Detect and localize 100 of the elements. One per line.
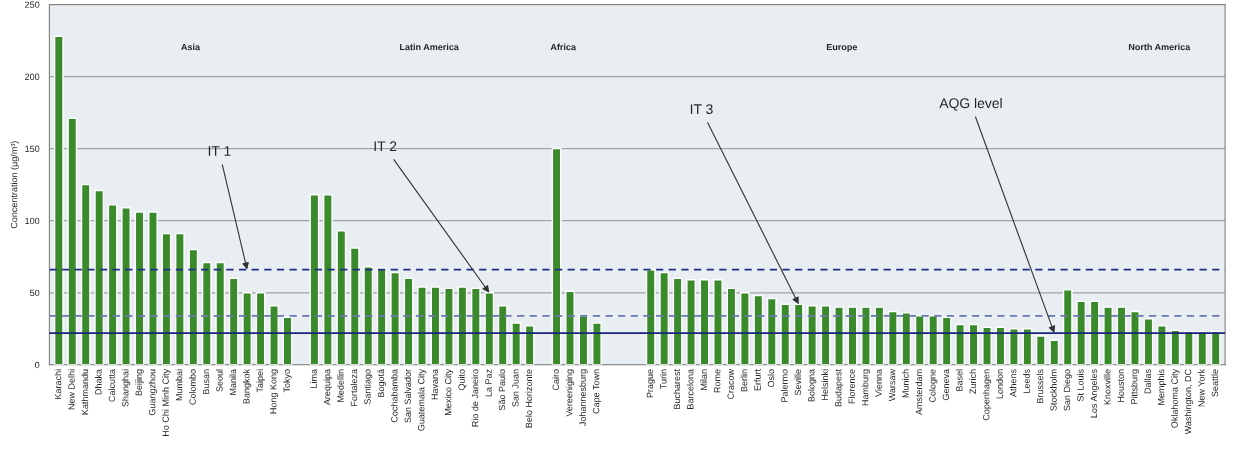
x-tick-label: Karachi bbox=[54, 369, 62, 399]
annotation: Africa bbox=[550, 43, 577, 51]
x-tick-label: Copenhagen bbox=[982, 369, 992, 421]
bar bbox=[511, 322, 522, 365]
x-tick-label: Geneva bbox=[942, 368, 950, 401]
annotation: Europe bbox=[826, 43, 858, 52]
bar bbox=[497, 305, 508, 365]
bar bbox=[1076, 300, 1087, 365]
annotation: IT 3 bbox=[690, 104, 713, 115]
x-tick-label: Houston bbox=[1117, 369, 1124, 402]
x-tick-label: Berlin bbox=[740, 369, 748, 392]
bar bbox=[67, 117, 78, 365]
bar bbox=[834, 306, 844, 365]
x-tick-label: Milan bbox=[700, 369, 707, 390]
x-tick-label: Bogotá bbox=[377, 368, 386, 397]
bar bbox=[148, 211, 158, 365]
bar bbox=[1049, 339, 1060, 365]
x-tick-label: Turin bbox=[659, 369, 667, 389]
bar bbox=[1157, 325, 1167, 365]
x-tick-label: Hong Kong bbox=[270, 369, 279, 414]
x-tick-label: Barcelona bbox=[686, 368, 694, 409]
annotation: IT 1 bbox=[208, 146, 231, 156]
x-tick-label: San Juan bbox=[512, 369, 519, 407]
x-tick-label: Santiago bbox=[364, 369, 373, 405]
bar bbox=[1183, 330, 1194, 365]
y-tick-label: 150 bbox=[25, 145, 40, 153]
bar bbox=[390, 271, 400, 365]
bar bbox=[941, 316, 952, 365]
x-tick-label: Cairo bbox=[552, 369, 559, 391]
x-tick-label: São Paulo bbox=[498, 369, 506, 411]
bar bbox=[1103, 306, 1113, 365]
x-tick-label: Vereeniging bbox=[565, 369, 575, 417]
bar bbox=[565, 290, 575, 365]
bar bbox=[470, 287, 481, 365]
bar bbox=[322, 194, 333, 365]
bar bbox=[121, 207, 131, 365]
bar bbox=[901, 312, 912, 365]
x-tick-label: Cologne bbox=[929, 369, 938, 403]
bar bbox=[175, 232, 185, 365]
bar bbox=[349, 247, 360, 365]
x-tick-label: Seattle bbox=[1211, 369, 1219, 397]
x-tick-label: Basel bbox=[955, 369, 963, 391]
x-tick-label: St Louis bbox=[1076, 369, 1084, 402]
y-tick-label: 250 bbox=[25, 1, 40, 8]
x-tick-label: Rio de Janeiro bbox=[471, 369, 479, 427]
x-tick-label: Dhaka bbox=[94, 368, 102, 395]
x-tick-label: Arequipa bbox=[323, 368, 333, 406]
y-axis-title: Concentration (µg/m³) bbox=[10, 141, 20, 229]
x-tick-label: Guatemala City bbox=[417, 368, 427, 431]
bar bbox=[914, 315, 925, 365]
bar bbox=[753, 294, 764, 365]
x-tick-label: Athens bbox=[1009, 369, 1017, 398]
bar bbox=[309, 194, 320, 365]
bar bbox=[740, 292, 750, 365]
x-tick-label: Cape Town bbox=[592, 369, 602, 414]
y-tick-label: 0 bbox=[35, 361, 40, 369]
annotation: Asia bbox=[181, 43, 201, 51]
y-tick-label: 200 bbox=[25, 73, 40, 80]
bar bbox=[1197, 330, 1208, 365]
x-tick-label: Erfurt bbox=[754, 369, 761, 391]
x-tick-label: Quito bbox=[458, 369, 467, 391]
bar bbox=[1035, 335, 1046, 365]
x-tick-label: Bucharest bbox=[673, 369, 681, 409]
x-tick-label: Seoul bbox=[216, 369, 223, 392]
x-tick-label: Johannesburg bbox=[579, 369, 588, 427]
bar bbox=[659, 271, 670, 365]
x-tick-label: Oklahoma City bbox=[1171, 368, 1180, 428]
x-tick-label: Tokyo bbox=[283, 369, 292, 393]
bar bbox=[928, 315, 939, 365]
x-tick-label: Colombo bbox=[189, 369, 196, 405]
x-tick-label: Knoxville bbox=[1103, 369, 1111, 405]
bar bbox=[524, 325, 535, 365]
bar bbox=[1170, 329, 1181, 365]
y-tick-label: 50 bbox=[30, 289, 40, 297]
bar bbox=[107, 204, 118, 365]
x-tick-label: Stockholm bbox=[1050, 369, 1057, 411]
x-tick-label: San Salvador bbox=[404, 369, 411, 423]
x-tick-label: Cochabamba bbox=[390, 368, 398, 423]
x-tick-label: New York bbox=[1198, 368, 1205, 407]
x-tick-label: Medellin bbox=[337, 369, 344, 402]
x-tick-label: Budapest bbox=[834, 369, 844, 407]
x-tick-label: Manila bbox=[229, 368, 237, 395]
x-tick-label: Palermo bbox=[781, 369, 788, 402]
x-tick-label: Amsterdam bbox=[915, 369, 923, 416]
x-tick-label: Florence bbox=[848, 369, 855, 404]
x-tick-label: Havana bbox=[431, 368, 438, 400]
bar bbox=[1210, 330, 1221, 365]
x-tick-label: Rome bbox=[714, 369, 721, 393]
x-tick-label: Busan bbox=[202, 369, 210, 394]
x-tick-label: Fortaleza bbox=[350, 368, 358, 406]
annotation: IT 2 bbox=[374, 141, 397, 151]
y-tick-label: 100 bbox=[25, 217, 40, 225]
x-tick-label: Kathmandu bbox=[81, 369, 89, 415]
x-tick-label: Memphis bbox=[1157, 369, 1167, 405]
bar bbox=[228, 277, 239, 365]
bar bbox=[861, 306, 871, 365]
bar bbox=[982, 326, 992, 365]
annotation: Latin America bbox=[400, 43, 459, 51]
x-tick-label: Brussels bbox=[1036, 369, 1044, 403]
x-tick-label: San Diego bbox=[1063, 369, 1072, 411]
